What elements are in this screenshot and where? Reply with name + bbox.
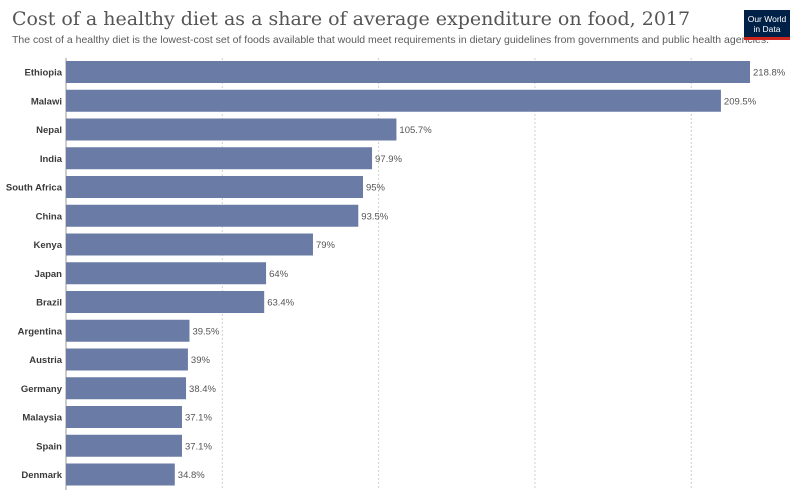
value-label: 37.1% <box>185 441 212 452</box>
chart-title: Cost of a healthy diet as a share of ave… <box>12 8 691 30</box>
value-label: 37.1% <box>185 413 212 424</box>
value-label: 38.4% <box>189 384 216 395</box>
bar-denmark[interactable] <box>66 463 175 486</box>
bar-south-africa[interactable] <box>66 176 363 198</box>
category-label: Spain <box>36 441 62 452</box>
category-label: Japan <box>35 269 63 280</box>
category-label: Ethiopia <box>25 68 63 79</box>
bar-austria[interactable] <box>66 348 188 371</box>
value-label: 93.5% <box>361 211 388 222</box>
bar-ethiopia[interactable] <box>66 61 750 83</box>
value-label: 64% <box>269 269 289 280</box>
chart-subtitle: The cost of a healthy diet is the lowest… <box>12 34 770 46</box>
category-label: China <box>36 211 63 222</box>
bar-kenya[interactable] <box>66 233 313 256</box>
value-label: 79% <box>316 240 336 251</box>
category-label: Brazil <box>36 298 62 309</box>
value-label: 63.4% <box>267 298 294 309</box>
value-label: 39% <box>191 355 211 366</box>
value-label: 97.9% <box>375 154 402 165</box>
category-label: Denmark <box>21 470 62 481</box>
logo-line-1: Our World <box>747 13 787 24</box>
bar-germany[interactable] <box>66 377 187 400</box>
value-label: 39.5% <box>192 326 219 337</box>
bar-argentina[interactable] <box>66 319 190 342</box>
category-label: Germany <box>21 384 63 395</box>
bar-malaysia[interactable] <box>66 406 182 428</box>
bar-india[interactable] <box>66 147 373 170</box>
category-label: India <box>40 154 63 165</box>
value-label: 34.8% <box>178 470 205 481</box>
bar-brazil[interactable] <box>66 291 265 313</box>
bar-nepal[interactable] <box>66 118 397 141</box>
logo-line-2: in Data <box>753 23 781 34</box>
bar-china[interactable] <box>66 204 359 227</box>
value-label: 105.7% <box>399 125 432 136</box>
value-label: 218.8% <box>753 68 786 79</box>
category-label: Austria <box>29 355 62 366</box>
bar-japan[interactable] <box>66 262 267 285</box>
category-label: South Africa <box>6 183 63 194</box>
category-label: Malaysia <box>22 413 62 424</box>
bar-spain[interactable] <box>66 434 182 457</box>
category-label: Kenya <box>33 240 62 251</box>
value-label: 95% <box>366 183 386 194</box>
value-label: 209.5% <box>724 96 757 107</box>
owid-logo[interactable]: Our World in Data <box>744 10 790 40</box>
category-label: Nepal <box>36 125 62 136</box>
category-label: Malawi <box>31 96 62 107</box>
category-label: Argentina <box>18 326 63 337</box>
bar-malawi[interactable] <box>66 89 721 112</box>
